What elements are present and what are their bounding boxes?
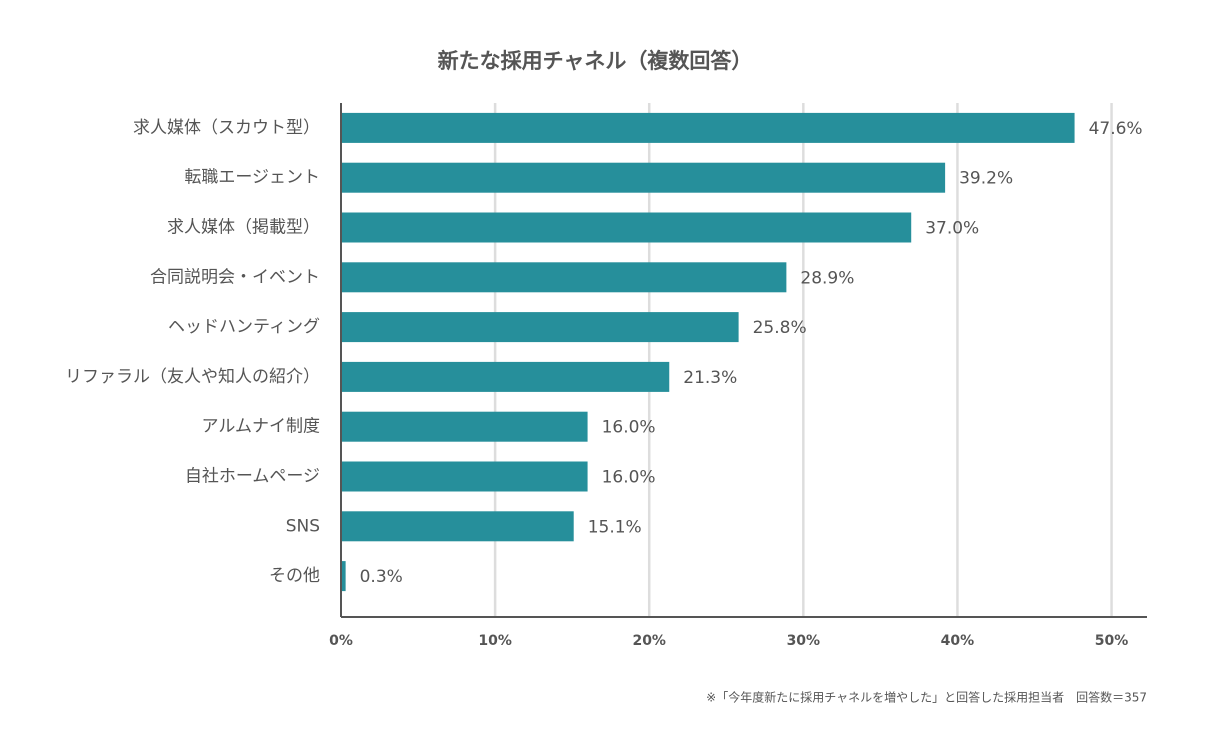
x-tick-label: 10% bbox=[478, 633, 512, 649]
value-label: 16.0% bbox=[602, 468, 656, 488]
y-tick-label: リファラル（友人や知人の紹介） bbox=[65, 367, 320, 387]
y-tick-label: 求人媒体（スカウト型） bbox=[133, 118, 320, 138]
y-tick-label: 求人媒体（掲載型） bbox=[167, 218, 320, 238]
value-label: 39.2% bbox=[959, 169, 1013, 189]
value-label: 0.3% bbox=[360, 567, 403, 587]
bar bbox=[341, 511, 574, 542]
bar bbox=[341, 262, 787, 293]
x-tick-label: 30% bbox=[787, 633, 821, 649]
x-tick-label: 40% bbox=[941, 633, 975, 649]
value-label: 28.9% bbox=[800, 268, 854, 288]
value-label: 47.6% bbox=[1089, 119, 1143, 139]
value-label: 16.0% bbox=[602, 418, 656, 438]
bar bbox=[341, 112, 1075, 143]
value-label: 37.0% bbox=[925, 219, 979, 239]
footnote: ※「今年度新たに採用チャネルを増やした」と回答した採用担当者 回答数＝357 bbox=[706, 690, 1147, 705]
x-tick-label: 20% bbox=[632, 633, 666, 649]
y-tick-label: SNS bbox=[286, 516, 320, 536]
y-tick-label: その他 bbox=[269, 566, 320, 586]
x-tick-label: 50% bbox=[1095, 633, 1129, 649]
bar bbox=[341, 361, 670, 392]
y-tick-label: アルムナイ制度 bbox=[202, 417, 321, 437]
y-tick-label: ヘッドハンティング bbox=[168, 317, 320, 337]
bar bbox=[341, 561, 346, 592]
y-tick-label: 合同説明会・イベント bbox=[150, 267, 320, 287]
value-label: 25.8% bbox=[753, 318, 807, 338]
bar bbox=[341, 461, 588, 492]
bar bbox=[341, 212, 912, 243]
y-tick-label: 自社ホームページ bbox=[185, 467, 320, 487]
value-label: 21.3% bbox=[683, 368, 737, 388]
bar bbox=[341, 411, 588, 442]
value-label: 15.1% bbox=[588, 517, 642, 537]
y-tick-label: 転職エージェント bbox=[184, 168, 320, 188]
bar bbox=[341, 162, 946, 193]
chart-title: 新たな採用チャネル（複数回答） bbox=[438, 49, 753, 73]
bar bbox=[341, 312, 739, 343]
x-tick-label: 0% bbox=[329, 633, 353, 649]
